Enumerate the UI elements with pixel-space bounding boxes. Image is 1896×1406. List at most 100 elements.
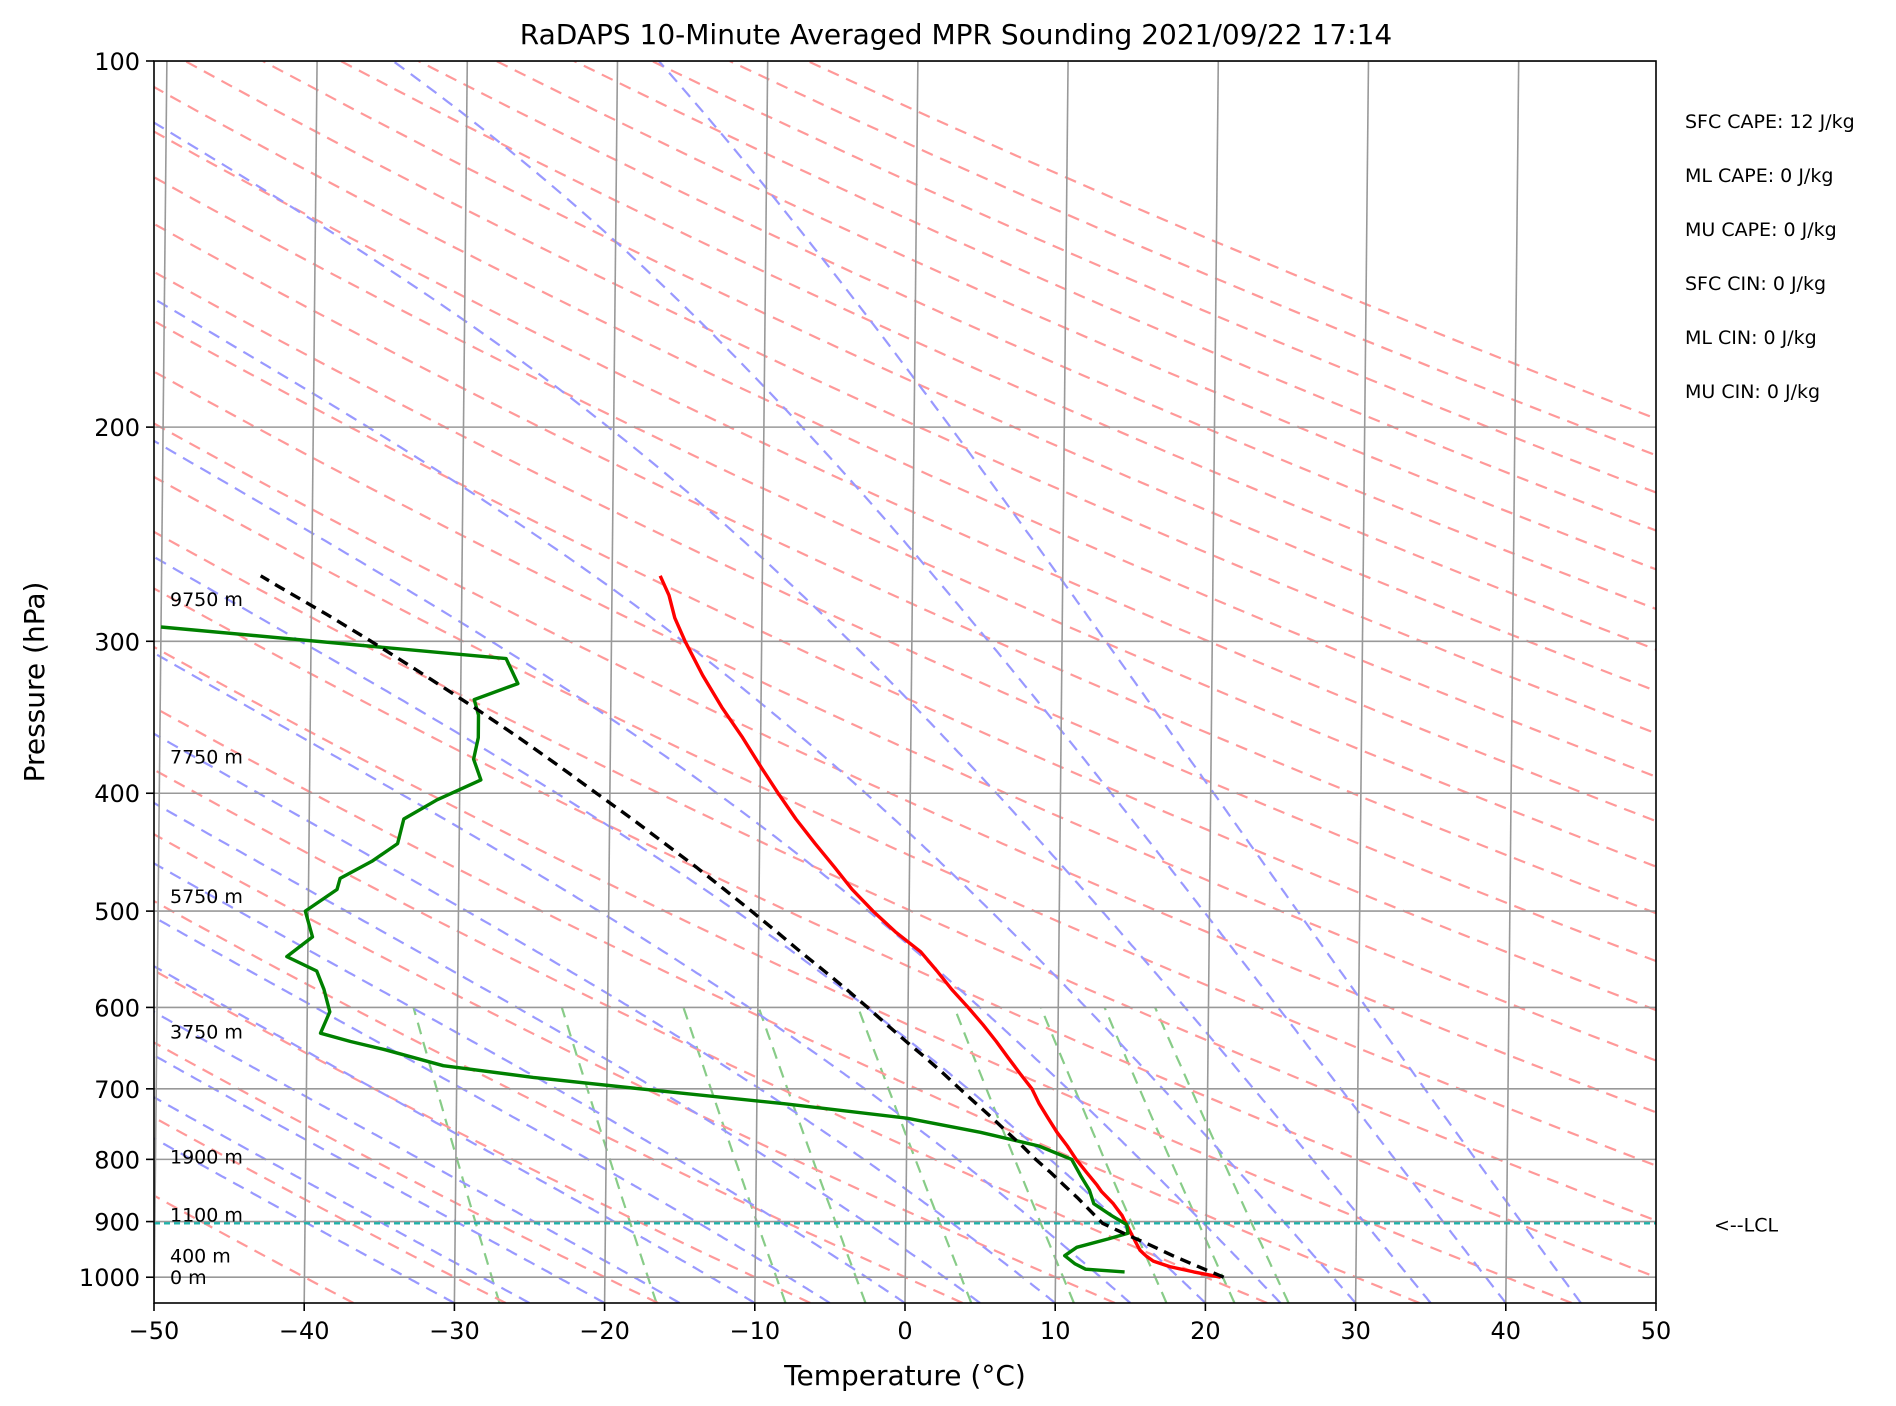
x-tick-label: −20: [579, 1317, 630, 1345]
isotherm-line: [1505, 61, 1520, 1303]
mixing-ratio-line: [1154, 1006, 1290, 1303]
height-label: 0 m: [170, 1267, 207, 1289]
dry-adiabat-line: [154, 899, 964, 1303]
isotherm-line: [1204, 61, 1220, 1303]
dry-adiabat-line: [154, 1041, 659, 1303]
isotherm-line: [1054, 61, 1069, 1303]
y-axis-ticks: 1000 900 800 700 600 500 400 300 200 100: [79, 48, 154, 1292]
isotherm-line: [453, 61, 469, 1303]
x-tick-label: 50: [1641, 1317, 1672, 1345]
isotherm-gridlines: [154, 61, 1656, 1303]
height-labels: 9750 m 7750 m 5750 m 3750 m 1900 m 1100 m 400 …: [170, 589, 243, 1289]
x-tick-label: 10: [1040, 1317, 1071, 1345]
stability-index-text: ML CAPE: 0 J/kg: [1685, 165, 1833, 187]
mixing-ratio-line: [1039, 1006, 1168, 1303]
height-label: 7750 m: [170, 746, 243, 768]
dry-adiabat-line: [154, 1116, 507, 1303]
dry-adiabat-line: [573, 61, 1656, 532]
isotherm-line: [154, 61, 168, 1303]
x-tick-label: −30: [429, 1317, 480, 1345]
moist-adiabats: [154, 61, 1582, 1303]
dry-adiabat-line: [154, 175, 1656, 868]
dry-adiabat-line: [417, 61, 1656, 611]
x-tick-label: −50: [129, 1317, 180, 1345]
height-label: 9750 m: [170, 589, 243, 611]
dry-adiabat-line: [154, 319, 1656, 1012]
dry-adiabat-line: [154, 222, 1656, 915]
dry-adiabat-line: [154, 370, 1656, 1062]
dry-adiabat-line: [154, 645, 1573, 1303]
dry-adiabat-line: [262, 61, 1656, 693]
x-tick-label: −40: [279, 1317, 330, 1345]
dry-adiabat-line: [154, 969, 811, 1303]
chart-title: RaDAPS 10-Minute Averaged MPR Sounding 2…: [520, 18, 1392, 51]
height-label: 1900 m: [170, 1147, 243, 1169]
moist-adiabat-line: [657, 61, 1582, 1303]
height-label: 400 m: [170, 1246, 231, 1268]
y-tick-label: 400: [94, 780, 140, 808]
y-tick-label: 600: [94, 994, 140, 1022]
stability-index-text: ML CIN: 0 J/kg: [1685, 327, 1817, 349]
y-tick-label: 100: [94, 48, 140, 76]
moist-adiabat-line: [154, 439, 1282, 1303]
mixing-ratio-line: [682, 1007, 787, 1303]
y-tick-label: 200: [94, 414, 140, 442]
moist-adiabat-line: [154, 862, 906, 1303]
moist-adiabat-line: [154, 965, 756, 1303]
dry-adiabat-line: [154, 530, 1656, 1222]
stability-index-text: SFC CIN: 0 J/kg: [1685, 273, 1826, 295]
lcl-label: <--LCL: [1714, 1214, 1778, 1236]
moist-adiabat-line: [154, 1010, 681, 1303]
x-tick-label: 40: [1491, 1317, 1522, 1345]
dry-adiabat-line: [154, 1194, 354, 1303]
mixing-ratio-line: [953, 1006, 1075, 1303]
isotherm-line: [904, 61, 919, 1303]
height-label: 1100 m: [170, 1204, 243, 1226]
isotherm-line: [603, 61, 619, 1303]
dry-adiabat-line: [154, 475, 1656, 1167]
dry-adiabat-line: [154, 587, 1656, 1279]
moist-adiabat-line: [154, 1137, 455, 1303]
x-tick-label: 20: [1190, 1317, 1221, 1345]
dry-adiabats: [154, 61, 1656, 1303]
dry-adiabat-line: [154, 832, 1116, 1303]
x-axis-ticks: −50 −40 −30 −20 −10 0 10 20 30 40 50: [129, 1303, 1672, 1345]
moist-adiabat-line: [154, 651, 1132, 1303]
isotherm-line: [754, 61, 769, 1303]
dry-adiabat-line: [154, 130, 1656, 823]
dry-adiabat-line: [340, 61, 1656, 651]
dewpoint-profile-line: [160, 625, 1130, 1274]
y-tick-label: 900: [94, 1209, 140, 1237]
moist-adiabat-line: [154, 732, 1056, 1303]
y-tick-label: 1000: [79, 1264, 140, 1292]
mixing-ratio-lines: [412, 1006, 1290, 1303]
dry-adiabat-line: [184, 61, 1656, 735]
mixing-ratio-line: [1103, 1006, 1236, 1303]
dry-adiabat-line: [651, 61, 1656, 494]
isotherm-line: [1655, 1225, 1656, 1303]
y-axis-label: Pressure (hPa): [18, 582, 51, 783]
dry-adiabat-line: [154, 85, 1656, 778]
y-tick-label: 300: [94, 628, 140, 656]
moist-adiabat-line: [154, 297, 1357, 1303]
isotherm-line: [303, 61, 318, 1303]
moist-adiabat-line: [392, 61, 1507, 1303]
moist-adiabat-line: [154, 915, 831, 1303]
dry-adiabat-line: [154, 768, 1268, 1303]
height-label: 3750 m: [170, 1022, 243, 1044]
stability-index-text: MU CIN: 0 J/kg: [1685, 381, 1820, 403]
x-axis-label: Temperature (°C): [783, 1359, 1026, 1392]
mixing-ratio-line: [412, 1007, 501, 1303]
y-tick-label: 800: [94, 1146, 140, 1174]
mixing-ratio-line: [757, 1007, 867, 1303]
stability-index-text: SFC CAPE: 12 J/kg: [1685, 111, 1855, 133]
moist-adiabat-line: [154, 801, 981, 1303]
x-tick-label: 30: [1340, 1317, 1371, 1345]
dry-adiabat-line: [154, 422, 1656, 1114]
x-tick-label: 0: [897, 1317, 912, 1345]
dry-adiabat-line: [495, 61, 1656, 571]
moist-adiabat-line: [154, 1095, 531, 1303]
pressure-gridlines: [154, 61, 1656, 1279]
height-label: 5750 m: [170, 886, 243, 908]
